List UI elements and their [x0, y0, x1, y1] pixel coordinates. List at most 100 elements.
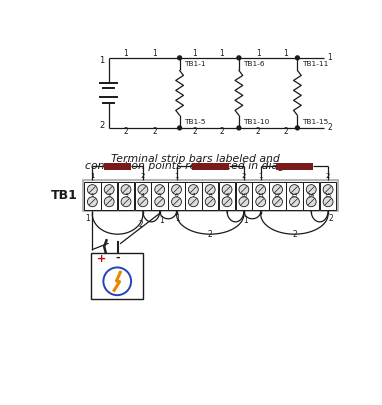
Text: TB1-6: TB1-6 [243, 61, 265, 67]
Text: 1: 1 [90, 173, 95, 179]
Circle shape [87, 197, 97, 207]
Text: 3: 3 [124, 193, 128, 198]
Text: 1: 1 [91, 193, 94, 198]
Circle shape [172, 197, 181, 207]
Bar [192, 162, 229, 170]
Circle shape [256, 185, 265, 194]
Text: connection points referenced in diagram: connection points referenced in diagram [85, 161, 307, 171]
Text: +: + [97, 254, 106, 264]
Text: 1: 1 [159, 216, 163, 225]
Text: 15: 15 [324, 193, 332, 198]
Circle shape [104, 267, 131, 295]
Circle shape [237, 56, 241, 60]
Circle shape [155, 197, 165, 207]
Text: 5: 5 [158, 193, 162, 198]
Circle shape [178, 126, 181, 130]
Circle shape [306, 197, 316, 207]
Bar [185, 182, 202, 209]
Text: 2: 2 [107, 193, 111, 198]
Bar [286, 182, 303, 209]
Text: 1: 1 [243, 216, 248, 225]
Text: 12: 12 [274, 193, 281, 198]
Text: 2: 2 [283, 127, 288, 136]
Bar [134, 182, 151, 209]
Text: 6: 6 [175, 193, 178, 198]
Bar [236, 182, 252, 209]
Circle shape [172, 185, 181, 194]
Bar [253, 182, 269, 209]
Circle shape [237, 126, 241, 130]
Text: TB1-5: TB1-5 [184, 119, 206, 125]
Circle shape [87, 185, 97, 194]
Text: 1: 1 [123, 49, 128, 58]
Text: TB1-1: TB1-1 [184, 61, 206, 67]
Circle shape [121, 185, 131, 194]
Text: 2: 2 [292, 230, 297, 239]
Circle shape [205, 197, 215, 207]
Circle shape [138, 197, 148, 207]
Text: 2: 2 [326, 173, 330, 179]
Text: 1: 1 [327, 53, 332, 62]
Text: TB1-15: TB1-15 [302, 119, 328, 125]
Circle shape [323, 185, 333, 194]
Circle shape [306, 185, 316, 194]
Circle shape [290, 185, 299, 194]
Bar [269, 182, 286, 209]
Text: 1: 1 [174, 173, 179, 179]
Text: 1: 1 [283, 49, 288, 58]
Bar [219, 182, 235, 209]
Circle shape [222, 197, 232, 207]
Bar [152, 182, 168, 209]
Circle shape [155, 185, 165, 194]
Text: 4: 4 [141, 193, 145, 198]
Circle shape [104, 185, 114, 194]
Text: Terminal strip bars labeled and: Terminal strip bars labeled and [112, 154, 280, 164]
Text: 2: 2 [220, 127, 224, 136]
Text: 9: 9 [225, 193, 229, 198]
Bar [320, 182, 336, 209]
Bar [83, 180, 338, 211]
Circle shape [256, 197, 265, 207]
Circle shape [239, 185, 249, 194]
Text: 1: 1 [259, 173, 263, 179]
Text: 10: 10 [240, 193, 248, 198]
Text: TB1-10: TB1-10 [243, 119, 270, 125]
Bar [84, 182, 100, 209]
Bar [168, 182, 185, 209]
Circle shape [121, 197, 131, 207]
Circle shape [138, 185, 148, 194]
Text: 2: 2 [193, 127, 197, 136]
Circle shape [178, 56, 181, 60]
Text: 8: 8 [208, 193, 212, 198]
Bar [104, 162, 131, 170]
Circle shape [273, 185, 283, 194]
Text: 1: 1 [220, 49, 224, 58]
Text: -: - [115, 252, 120, 262]
Text: TB1: TB1 [51, 189, 78, 202]
Text: 2: 2 [141, 173, 145, 179]
Text: 1: 1 [193, 49, 197, 58]
Text: 14: 14 [308, 193, 315, 198]
Circle shape [273, 197, 283, 207]
Bar [202, 182, 219, 209]
Text: 1: 1 [152, 49, 157, 58]
Circle shape [296, 56, 299, 60]
Text: 1: 1 [256, 49, 261, 58]
Circle shape [188, 197, 198, 207]
Text: 2: 2 [99, 121, 104, 130]
Text: 1: 1 [99, 55, 104, 65]
Text: 13: 13 [291, 193, 298, 198]
Bar [101, 182, 117, 209]
Circle shape [290, 197, 299, 207]
Text: 1: 1 [85, 214, 90, 223]
Text: 11: 11 [257, 193, 264, 198]
Bar [303, 182, 319, 209]
Circle shape [239, 197, 249, 207]
Bar [118, 182, 134, 209]
Text: 2: 2 [329, 214, 333, 223]
Text: 2: 2 [256, 127, 261, 136]
Bar [91, 253, 143, 299]
Circle shape [323, 197, 333, 207]
Text: 2: 2 [327, 124, 332, 132]
Text: 2: 2 [123, 127, 128, 136]
